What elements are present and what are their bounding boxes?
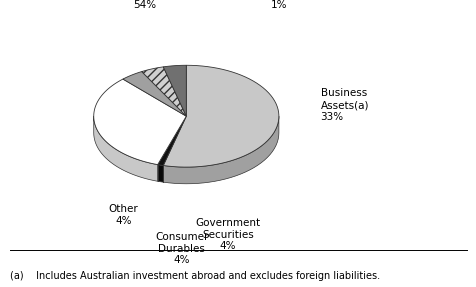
Text: Consumer
Durables
4%: Consumer Durables 4% bbox=[155, 232, 208, 265]
Text: Other
4%: Other 4% bbox=[108, 204, 138, 226]
Polygon shape bbox=[163, 65, 278, 167]
Text: Government
Securities
4%: Government Securities 4% bbox=[195, 218, 260, 251]
Polygon shape bbox=[158, 116, 186, 166]
Text: (a)    Includes Australian investment abroad and excludes foreign liabilities.: (a) Includes Australian investment abroa… bbox=[10, 271, 379, 281]
Text: Business
Assets(a)
33%: Business Assets(a) 33% bbox=[320, 88, 368, 122]
Polygon shape bbox=[163, 65, 186, 116]
PathPatch shape bbox=[94, 116, 158, 181]
Polygon shape bbox=[123, 71, 186, 116]
PathPatch shape bbox=[163, 116, 278, 184]
Polygon shape bbox=[94, 79, 186, 165]
Polygon shape bbox=[141, 67, 186, 116]
Text: Dwelling Assets
54%: Dwelling Assets 54% bbox=[103, 0, 186, 10]
PathPatch shape bbox=[158, 165, 163, 182]
Text: Money Base
1%: Money Base 1% bbox=[247, 0, 310, 10]
